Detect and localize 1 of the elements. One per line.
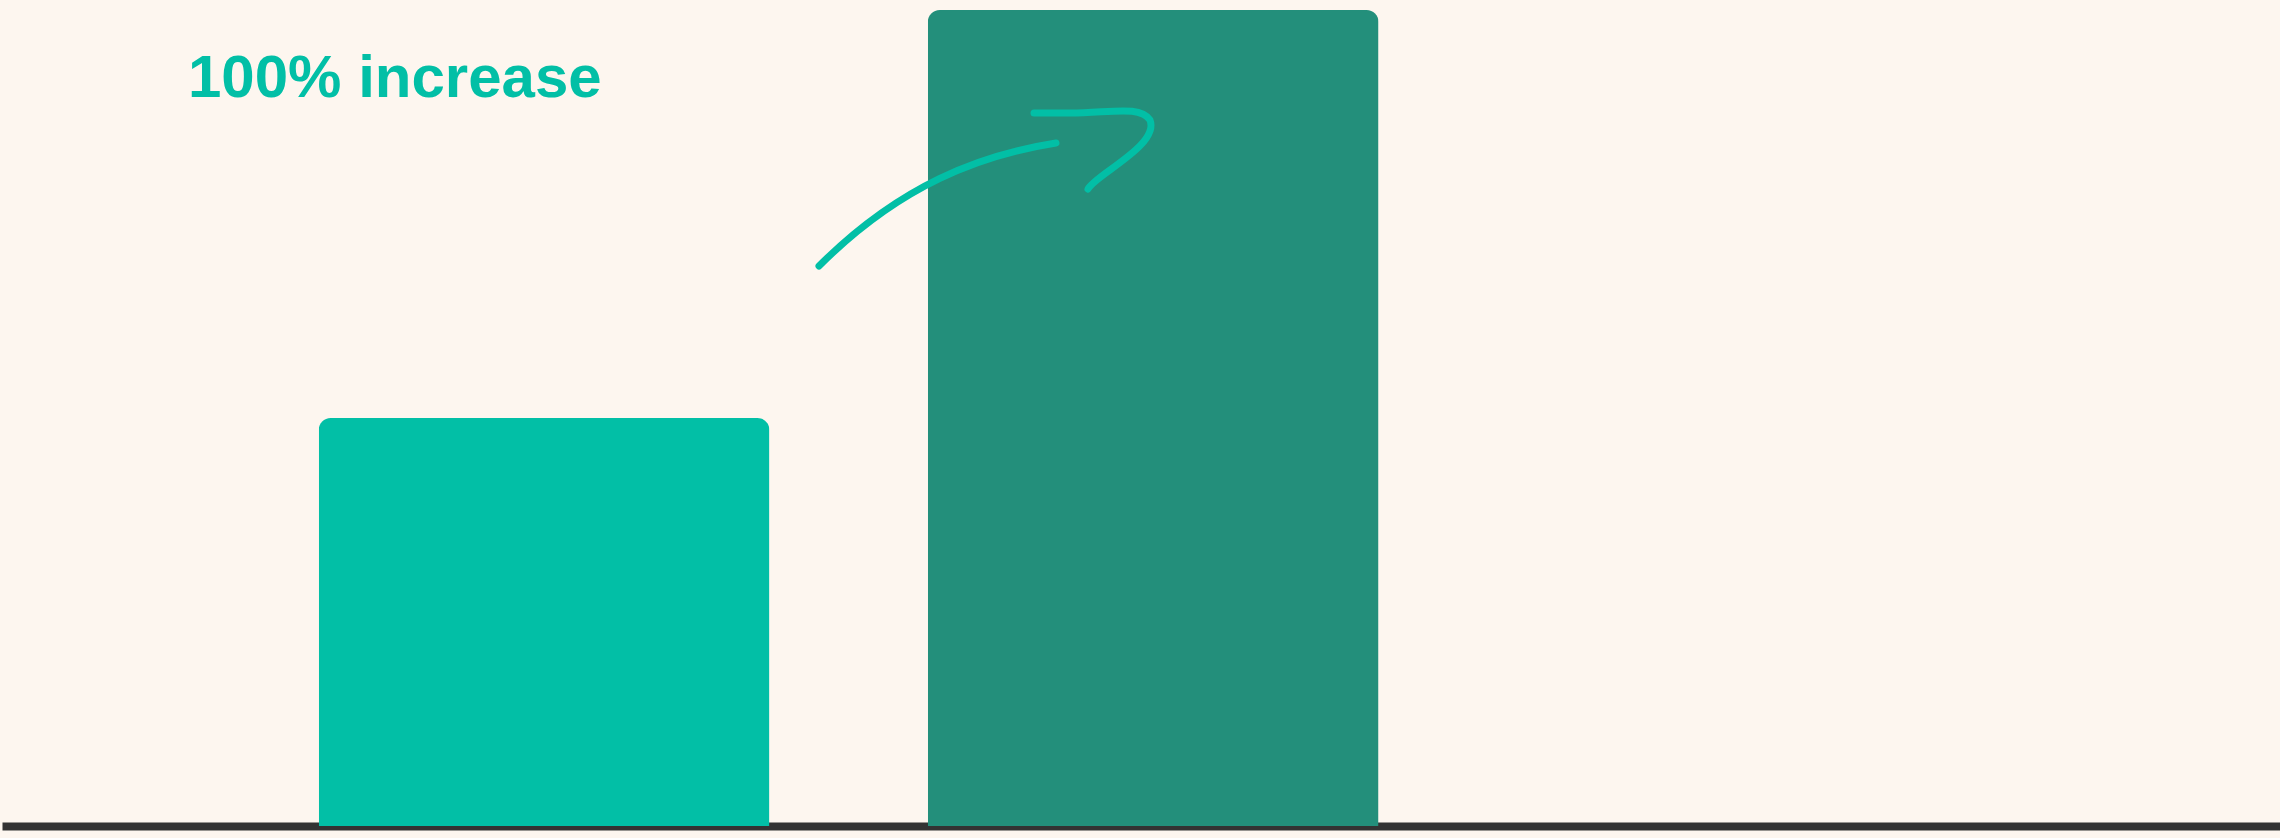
annotation: 100% increase <box>188 42 602 111</box>
